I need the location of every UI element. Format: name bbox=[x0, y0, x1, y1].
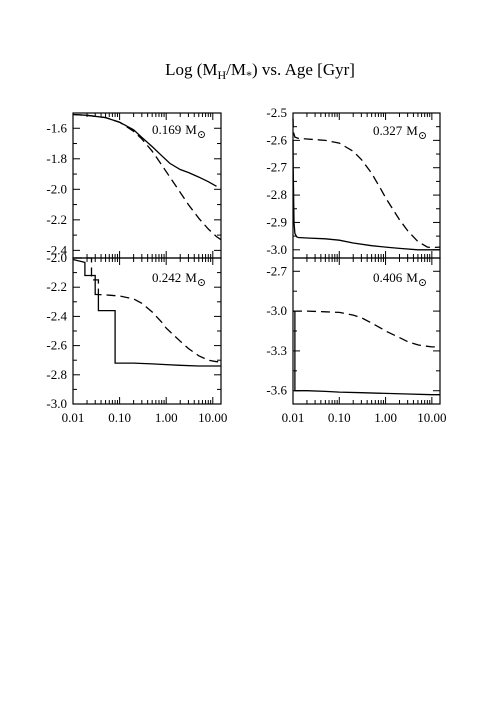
series-dashed-line bbox=[73, 257, 221, 363]
x-tick-label: 0.10 bbox=[328, 410, 351, 425]
y-tick-label: -3.0 bbox=[266, 303, 287, 318]
mass-label: 0.406 M⊙ bbox=[373, 270, 427, 289]
figure-title: Log (MH/M*) vs. Age [Gyr] bbox=[165, 60, 355, 82]
series-solid-line bbox=[292, 140, 440, 251]
panel-bottom-left: -2.0 -2.2 -2.4 -2.6 -2.8 -3.00.01 0.10 1.00 10.0… bbox=[46, 250, 227, 425]
x-tick-label: 1.00 bbox=[374, 410, 397, 425]
x-tick-label: 10.00 bbox=[417, 410, 446, 425]
x-tick-label: 0.01 bbox=[62, 410, 85, 425]
y-tick-label: -2.6 bbox=[46, 338, 67, 353]
y-tick-label: -2.4 bbox=[46, 308, 67, 323]
mass-unit: M bbox=[406, 270, 418, 285]
y-tick-label: -3.0 bbox=[266, 242, 287, 257]
y-tick-label: -3.6 bbox=[266, 383, 287, 398]
series-dashed-line bbox=[293, 310, 440, 348]
y-tick-label: -2.0 bbox=[46, 181, 67, 196]
sun-symbol-icon: ⊙ bbox=[197, 277, 206, 289]
x-tick-label: 0.01 bbox=[282, 410, 305, 425]
mass-label: 0.242 M⊙ bbox=[152, 270, 206, 289]
sun-symbol-icon: ⊙ bbox=[197, 129, 206, 141]
panel-top-left: -1.6 -1.8 -2.0 -2.2 -2.4 0.169 M⊙ bbox=[46, 112, 222, 259]
y-tick-label: -3.0 bbox=[46, 396, 67, 411]
series-solid-line bbox=[72, 258, 221, 367]
series-dashed-line bbox=[292, 118, 441, 249]
mass-unit: M bbox=[406, 123, 418, 138]
panel-top-right: -2.5 -2.6 -2.7 -2.8 -2.9 -3.0 0.327 M⊙ bbox=[266, 105, 441, 259]
y-tick-label: -3.3 bbox=[266, 343, 287, 358]
mass-label: 0.169 M⊙ bbox=[152, 122, 206, 141]
y-tick-label: -2.8 bbox=[46, 367, 67, 382]
sun-symbol-icon: ⊙ bbox=[418, 130, 427, 142]
sun-symbol-icon: ⊙ bbox=[418, 277, 427, 289]
x-tick-label: 10.00 bbox=[198, 410, 227, 425]
y-tick-label: -1.8 bbox=[46, 151, 67, 166]
x-tick-label: 0.10 bbox=[108, 410, 131, 425]
y-tick-label: -2.7 bbox=[266, 160, 287, 175]
mass-value: 0.169 bbox=[152, 122, 181, 137]
series-dashed-line bbox=[72, 113, 222, 241]
y-tick-label: -2.6 bbox=[266, 132, 287, 147]
mass-value: 0.242 bbox=[152, 270, 181, 285]
mass-value: 0.327 bbox=[373, 123, 403, 138]
y-tick-label: -2.8 bbox=[266, 187, 287, 202]
y-tick-label: -2.4 bbox=[46, 242, 67, 257]
y-tick-label: -2.2 bbox=[46, 212, 67, 227]
y-tick-label: -2.5 bbox=[266, 105, 287, 120]
y-tick-label: -2.0 bbox=[46, 250, 67, 265]
mass-value: 0.406 bbox=[373, 270, 403, 285]
mass-unit: M bbox=[185, 270, 197, 285]
y-tick-label: -1.6 bbox=[46, 120, 67, 135]
mass-unit: M bbox=[185, 122, 197, 137]
panel-bottom-right: -2.7 -3.0 -3.3 -3.6 0.01 0.10 1.00 10.00 0.406 M⊙ bbox=[266, 257, 446, 425]
y-tick-label: -2.7 bbox=[266, 263, 287, 278]
mass-label: 0.327 M⊙ bbox=[373, 123, 427, 142]
y-tick-label: -2.9 bbox=[266, 214, 287, 229]
y-tick-label: -2.2 bbox=[46, 279, 67, 294]
x-tick-label: 1.00 bbox=[155, 410, 178, 425]
series-solid-line bbox=[293, 310, 440, 396]
chart-panels: -1.6-1.8-2.0-2.2-2.40.169 M⊙-2.5-2.6-2.7-… bbox=[46, 105, 446, 425]
